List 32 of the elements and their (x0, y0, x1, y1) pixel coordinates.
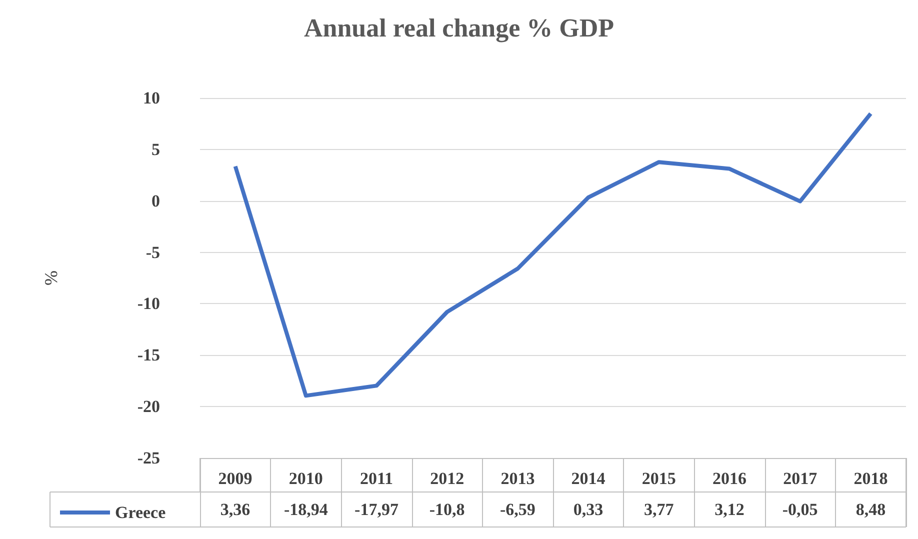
x-tick-label: 2014 (571, 469, 606, 488)
chart-title: Annual real change % GDP (304, 14, 614, 42)
y-tick-label: 10 (143, 88, 160, 108)
y-tick-label: -5 (146, 242, 160, 262)
y-tick-label: 5 (152, 140, 160, 159)
x-tick-label: 2013 (500, 469, 535, 488)
x-tick-label: 2015 (642, 469, 676, 488)
x-tick-label: 2016 (712, 469, 746, 488)
y-tick-label: -25 (137, 448, 160, 468)
data-label: -18,94 (284, 500, 328, 519)
data-label: 3,12 (714, 500, 744, 519)
data-label: 0,33 (573, 500, 604, 519)
x-tick-label: 2009 (218, 469, 252, 488)
x-tick-label: 2010 (288, 469, 323, 488)
y-axis-title: % (41, 270, 61, 286)
data-label: 3,77 (644, 500, 674, 519)
data-label: -0,05 (782, 500, 818, 519)
x-tick-label: 2018 (854, 469, 888, 488)
data-label: -6,59 (500, 500, 536, 519)
y-tick-label: 0 (152, 191, 160, 210)
data-label: 8,48 (856, 500, 886, 519)
y-tick-label: -20 (137, 397, 160, 416)
y-tick-label: -10 (137, 294, 160, 314)
x-tick-label: 2017 (783, 469, 818, 488)
x-tick-label: 2012 (430, 469, 464, 488)
y-tick-label: -15 (137, 346, 160, 365)
line-series (233, 112, 873, 398)
legend-label: Greece (115, 503, 166, 522)
data-label: -10,8 (429, 500, 465, 519)
data-label: -17,97 (354, 500, 399, 519)
data-label: 3,36 (220, 500, 250, 519)
x-tick-label: 2011 (360, 469, 394, 488)
